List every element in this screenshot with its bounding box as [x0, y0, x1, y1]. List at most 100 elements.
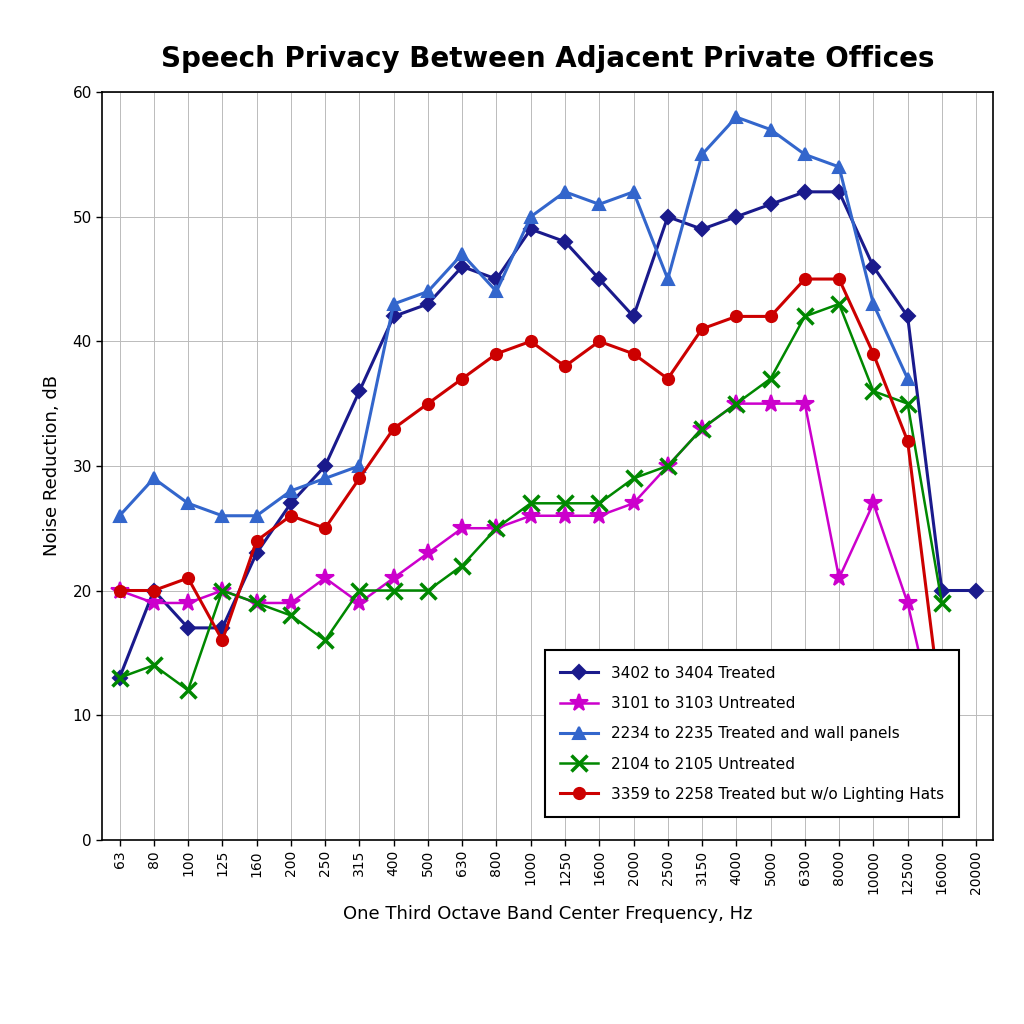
3402 to 3404 Treated	[764, 199, 777, 211]
3402 to 3404 Treated	[662, 211, 674, 223]
3402 to 3404 Treated	[456, 260, 468, 272]
3101 to 3103 Untreated	[353, 597, 366, 609]
2234 to 2235 Treated and wall panels	[559, 185, 571, 198]
Line: 3359 to 2258 Treated but w/o Lighting Hats: 3359 to 2258 Treated but w/o Lighting Ha…	[114, 273, 947, 721]
2234 to 2235 Treated and wall panels	[524, 211, 537, 223]
2234 to 2235 Treated and wall panels	[182, 498, 195, 510]
3402 to 3404 Treated	[319, 460, 332, 472]
3359 to 2258 Treated but w/o Lighting Hats	[182, 571, 195, 584]
3359 to 2258 Treated but w/o Lighting Hats	[799, 272, 811, 285]
3402 to 3404 Treated	[147, 585, 160, 597]
2234 to 2235 Treated and wall panels	[319, 472, 332, 484]
2104 to 2105 Untreated	[524, 498, 537, 510]
3402 to 3404 Treated	[833, 185, 845, 198]
3402 to 3404 Treated	[901, 310, 913, 323]
3359 to 2258 Treated but w/o Lighting Hats	[696, 323, 709, 335]
3101 to 3103 Untreated	[319, 571, 332, 584]
3359 to 2258 Treated but w/o Lighting Hats	[764, 310, 777, 323]
3101 to 3103 Untreated	[593, 510, 605, 522]
3402 to 3404 Treated	[490, 272, 503, 285]
3101 to 3103 Untreated	[387, 571, 399, 584]
3101 to 3103 Untreated	[628, 498, 640, 510]
3101 to 3103 Untreated	[285, 597, 297, 609]
3402 to 3404 Treated	[559, 236, 571, 248]
3101 to 3103 Untreated	[422, 547, 434, 559]
3402 to 3404 Treated	[387, 310, 399, 323]
3402 to 3404 Treated	[422, 298, 434, 310]
3359 to 2258 Treated but w/o Lighting Hats	[524, 335, 537, 347]
3359 to 2258 Treated but w/o Lighting Hats	[319, 522, 332, 535]
3101 to 3103 Untreated	[559, 510, 571, 522]
2234 to 2235 Treated and wall panels	[593, 199, 605, 211]
3359 to 2258 Treated but w/o Lighting Hats	[662, 373, 674, 385]
3402 to 3404 Treated	[696, 223, 709, 236]
3101 to 3103 Untreated	[696, 422, 709, 434]
3101 to 3103 Untreated	[799, 397, 811, 410]
2104 to 2105 Untreated	[456, 559, 468, 571]
3101 to 3103 Untreated	[936, 746, 948, 759]
2104 to 2105 Untreated	[559, 498, 571, 510]
3359 to 2258 Treated but w/o Lighting Hats	[936, 709, 948, 721]
3101 to 3103 Untreated	[490, 522, 503, 535]
3359 to 2258 Treated but w/o Lighting Hats	[490, 347, 503, 359]
3359 to 2258 Treated but w/o Lighting Hats	[285, 510, 297, 522]
2104 to 2105 Untreated	[764, 373, 777, 385]
X-axis label: One Third Octave Band Center Frequency, Hz: One Third Octave Band Center Frequency, …	[343, 905, 753, 924]
2104 to 2105 Untreated	[936, 597, 948, 609]
2104 to 2105 Untreated	[147, 659, 160, 672]
3402 to 3404 Treated	[628, 310, 640, 323]
3101 to 3103 Untreated	[524, 510, 537, 522]
3402 to 3404 Treated	[114, 672, 126, 684]
3359 to 2258 Treated but w/o Lighting Hats	[867, 347, 880, 359]
Line: 3101 to 3103 Untreated: 3101 to 3103 Untreated	[111, 394, 951, 762]
Line: 2234 to 2235 Treated and wall panels: 2234 to 2235 Treated and wall panels	[114, 111, 913, 522]
2234 to 2235 Treated and wall panels	[696, 148, 709, 161]
3101 to 3103 Untreated	[901, 597, 913, 609]
2104 to 2105 Untreated	[730, 397, 742, 410]
2104 to 2105 Untreated	[628, 472, 640, 484]
2104 to 2105 Untreated	[285, 609, 297, 622]
2234 to 2235 Treated and wall panels	[216, 510, 228, 522]
2104 to 2105 Untreated	[182, 684, 195, 696]
3359 to 2258 Treated but w/o Lighting Hats	[147, 585, 160, 597]
3359 to 2258 Treated but w/o Lighting Hats	[559, 360, 571, 373]
2234 to 2235 Treated and wall panels	[456, 248, 468, 260]
3359 to 2258 Treated but w/o Lighting Hats	[456, 373, 468, 385]
2234 to 2235 Treated and wall panels	[490, 286, 503, 298]
Legend: 3402 to 3404 Treated, 3101 to 3103 Untreated, 2234 to 2235 Treated and wall pane: 3402 to 3404 Treated, 3101 to 3103 Untre…	[545, 650, 958, 817]
2234 to 2235 Treated and wall panels	[387, 298, 399, 310]
2234 to 2235 Treated and wall panels	[628, 185, 640, 198]
3402 to 3404 Treated	[216, 622, 228, 634]
2104 to 2105 Untreated	[867, 385, 880, 397]
3101 to 3103 Untreated	[251, 597, 263, 609]
2234 to 2235 Treated and wall panels	[353, 460, 366, 472]
3101 to 3103 Untreated	[833, 571, 845, 584]
2104 to 2105 Untreated	[387, 585, 399, 597]
3101 to 3103 Untreated	[867, 498, 880, 510]
2234 to 2235 Treated and wall panels	[662, 272, 674, 285]
3359 to 2258 Treated but w/o Lighting Hats	[593, 335, 605, 347]
3359 to 2258 Treated but w/o Lighting Hats	[422, 397, 434, 410]
3359 to 2258 Treated but w/o Lighting Hats	[628, 347, 640, 359]
2234 to 2235 Treated and wall panels	[833, 161, 845, 173]
3101 to 3103 Untreated	[182, 597, 195, 609]
2104 to 2105 Untreated	[833, 298, 845, 310]
2234 to 2235 Treated and wall panels	[114, 510, 126, 522]
3101 to 3103 Untreated	[147, 597, 160, 609]
3402 to 3404 Treated	[524, 223, 537, 236]
3402 to 3404 Treated	[936, 585, 948, 597]
3101 to 3103 Untreated	[662, 460, 674, 472]
Y-axis label: Noise Reduction, dB: Noise Reduction, dB	[43, 376, 61, 556]
3359 to 2258 Treated but w/o Lighting Hats	[833, 272, 845, 285]
3402 to 3404 Treated	[970, 585, 982, 597]
Line: 2104 to 2105 Untreated: 2104 to 2105 Untreated	[112, 296, 949, 697]
2104 to 2105 Untreated	[490, 522, 503, 535]
2104 to 2105 Untreated	[319, 634, 332, 646]
Line: 3402 to 3404 Treated: 3402 to 3404 Treated	[115, 187, 981, 683]
3402 to 3404 Treated	[867, 260, 880, 272]
2234 to 2235 Treated and wall panels	[251, 510, 263, 522]
2104 to 2105 Untreated	[662, 460, 674, 472]
2104 to 2105 Untreated	[216, 585, 228, 597]
3101 to 3103 Untreated	[216, 585, 228, 597]
3101 to 3103 Untreated	[114, 585, 126, 597]
